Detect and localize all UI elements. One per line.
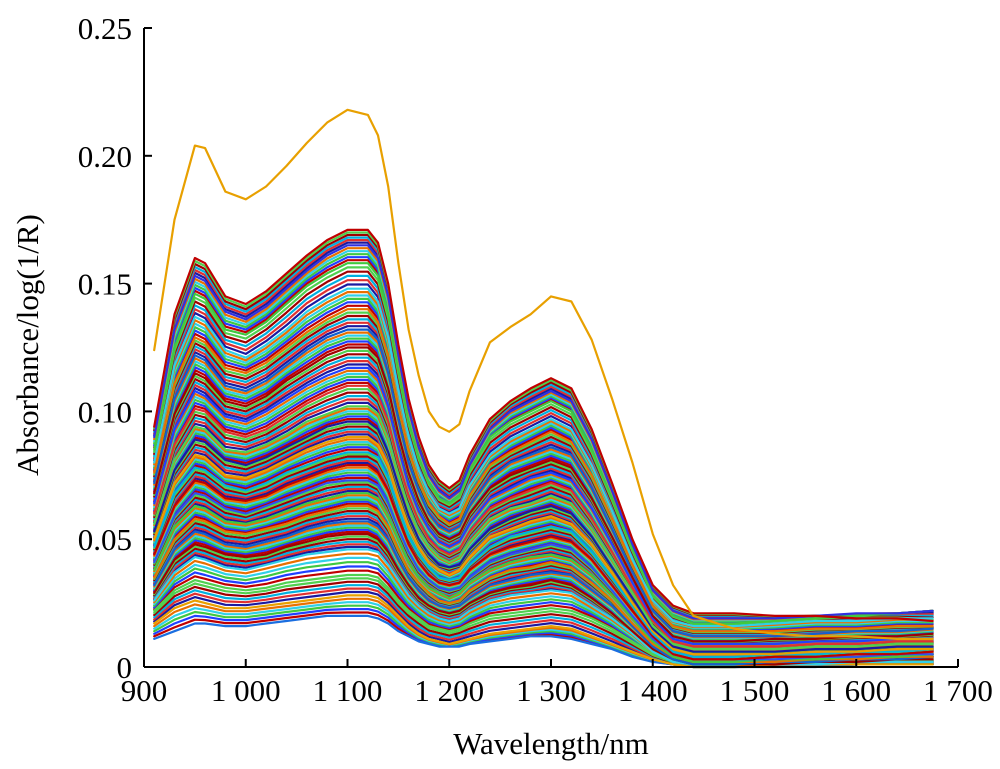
spectrum-line-4 <box>153 287 934 628</box>
y-tick-label: 0.25 <box>78 11 132 46</box>
spectrum-line-0 <box>153 108 934 640</box>
spectrum-line-5 <box>153 308 934 633</box>
spectrum-line-9 <box>153 384 934 648</box>
ticks-layer: 900 1 000 1 100 1 200 1 300 1 400 1 500 1 600 1 … <box>78 11 993 708</box>
x-tick-label: 1 500 <box>720 673 790 708</box>
spectrum-line-7 <box>153 346 934 643</box>
x-tick-label: 1 300 <box>516 673 586 708</box>
y-tick-label: 0.05 <box>78 522 132 557</box>
spectrum-line-14 <box>153 464 934 661</box>
y-tick-label: 0 <box>117 650 133 685</box>
spectrum-line-10 <box>153 405 934 651</box>
spectrum-line-8 <box>153 366 934 646</box>
y-tick-label: 0.10 <box>78 394 132 429</box>
x-tick-label: 1 400 <box>618 673 688 708</box>
spectrum-line-18 <box>153 520 934 666</box>
x-tick-label: 900 <box>121 673 168 708</box>
spectrum-line-6 <box>153 328 934 638</box>
y-tick-label: 0.20 <box>78 139 132 174</box>
x-tick-label: 1 700 <box>923 673 993 708</box>
x-tick-label: 1 600 <box>821 673 891 708</box>
y-axis-title: Absorbance/log(1/R) <box>10 214 45 476</box>
y-tick-label: 0.15 <box>78 267 132 302</box>
spectrum-line-12 <box>153 435 934 656</box>
spectrum-line-13 <box>153 451 934 658</box>
spectrum-line-3 <box>153 262 934 625</box>
spectrum-line-2 <box>153 244 934 620</box>
x-tick-label: 1 100 <box>313 673 383 708</box>
x-tick-label: 1 000 <box>211 673 281 708</box>
spectrum-line-11 <box>153 420 934 653</box>
x-tick-label: 1 200 <box>414 673 484 708</box>
x-axis-title: Wavelength/nm <box>453 726 649 761</box>
spectrum-line-16 <box>153 492 934 663</box>
spectrum-line-1 <box>153 228 934 623</box>
series-layer <box>153 108 934 669</box>
